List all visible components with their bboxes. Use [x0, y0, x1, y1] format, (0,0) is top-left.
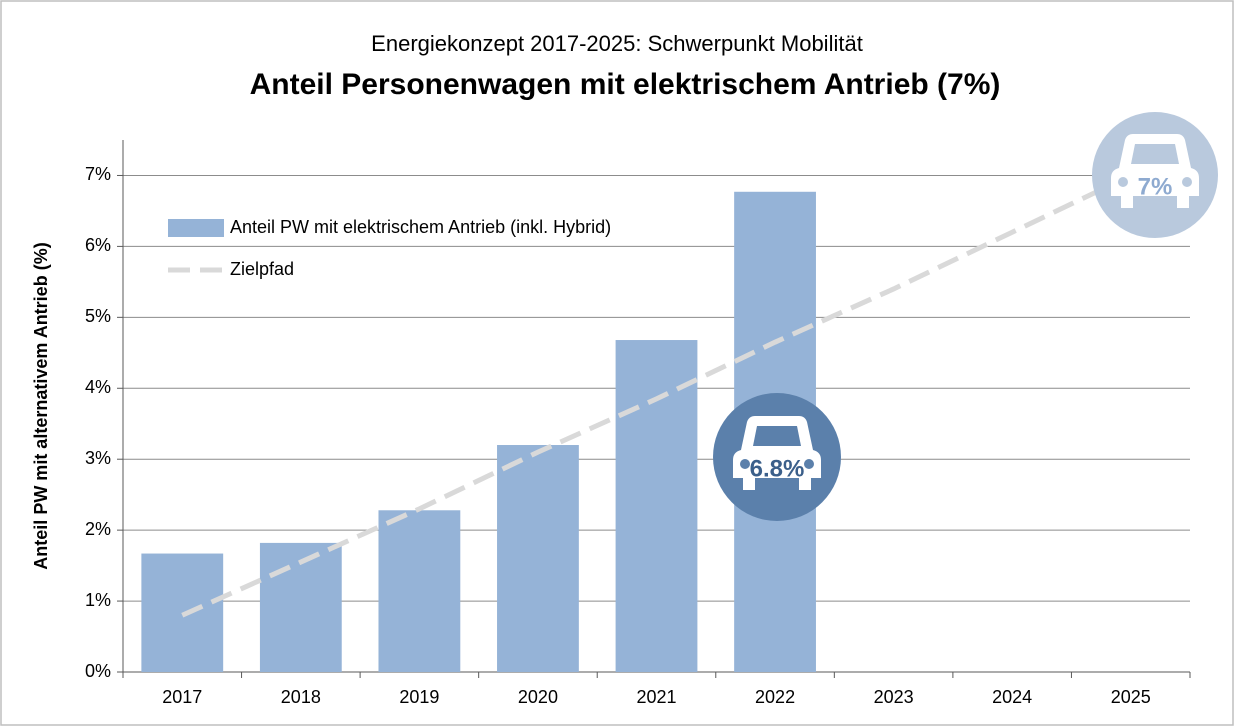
y-axis-label: Anteil PW mit alternativem Antrieb (%)	[31, 242, 51, 569]
car-light	[740, 459, 750, 469]
y-tick-label: 3%	[85, 448, 111, 468]
y-tick-label: 7%	[85, 164, 111, 184]
y-tick-label: 6%	[85, 235, 111, 255]
car-light	[1118, 177, 1128, 187]
bar	[378, 510, 461, 672]
x-tick-label: 2017	[162, 687, 202, 707]
car-body	[733, 416, 821, 490]
car-icon	[1111, 134, 1199, 208]
car-icon	[733, 416, 821, 490]
chart-subtitle: Energiekonzept 2017-2025: Schwerpunkt Mo…	[371, 31, 863, 56]
car-window	[1131, 144, 1179, 164]
x-tick-label: 2024	[992, 687, 1032, 707]
legend-label: Zielpfad	[230, 259, 294, 279]
car-light	[1182, 177, 1192, 187]
legend-swatch	[168, 219, 224, 237]
car-window	[753, 426, 801, 446]
y-tick-label: 0%	[85, 661, 111, 681]
y-tick-label: 2%	[85, 519, 111, 539]
chart-title: Anteil Personenwagen mit elektrischem An…	[250, 68, 1001, 101]
car-body	[1111, 134, 1199, 208]
y-tick-label: 4%	[85, 377, 111, 397]
car-light	[804, 459, 814, 469]
x-tick-label: 2019	[399, 687, 439, 707]
x-tick-label: 2021	[636, 687, 676, 707]
bar	[497, 445, 579, 672]
x-tick-label: 2022	[755, 687, 795, 707]
x-tick-label: 2020	[518, 687, 558, 707]
bar	[615, 340, 698, 672]
y-tick-label: 5%	[85, 306, 111, 326]
y-tick-label: 1%	[85, 590, 111, 610]
x-tick-label: 2025	[1111, 687, 1151, 707]
legend-label: Anteil PW mit elektrischem Antrieb (inkl…	[230, 217, 611, 237]
x-tick-label: 2018	[281, 687, 321, 707]
annotation: 7%	[1138, 173, 1173, 200]
annotation: 6.8%	[750, 455, 805, 482]
x-tick-label: 2023	[874, 687, 914, 707]
target-line	[181, 173, 1132, 618]
